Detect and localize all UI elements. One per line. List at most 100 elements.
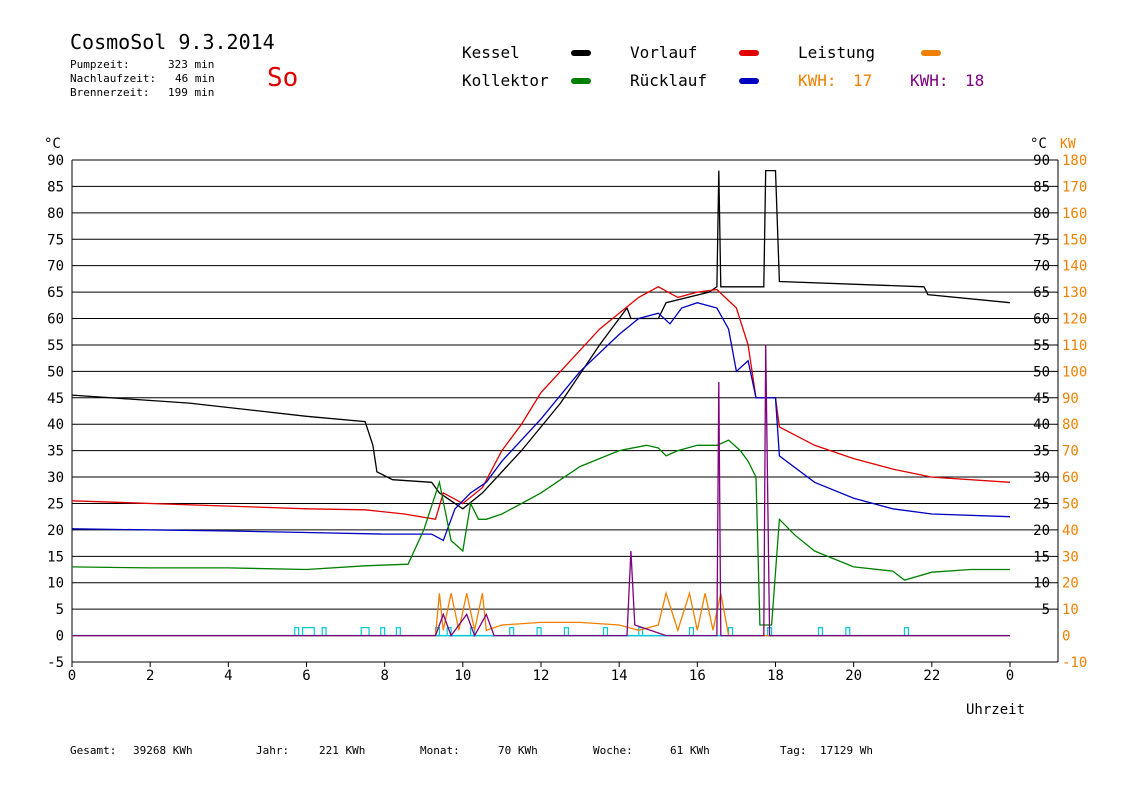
- pump-pulse: [729, 628, 733, 636]
- y2-tick-label: 170: [1062, 179, 1087, 195]
- pump-pulse: [322, 628, 326, 636]
- pump-pulse: [510, 628, 514, 636]
- y-tick-label-left: 60: [47, 312, 64, 328]
- y-tick-label-right: 70: [1033, 259, 1050, 275]
- pump-pulse: [604, 628, 608, 636]
- footer-tag-value: 17129 Wh: [820, 744, 873, 757]
- y2-tick-label: 50: [1062, 496, 1079, 512]
- y-tick-label-right: 30: [1033, 470, 1050, 486]
- pump-pulse: [537, 628, 541, 636]
- x-tick-label: 12: [533, 668, 550, 684]
- y-tick-label-left: 65: [47, 285, 64, 301]
- x-tick-label: 10: [454, 668, 471, 684]
- pump-pulse: [295, 628, 299, 636]
- series-line-purple: [72, 345, 1010, 636]
- y-tick-label-left: 40: [47, 417, 64, 433]
- y-tick-label-right: 20: [1033, 523, 1050, 539]
- pump-pulse: [690, 628, 694, 636]
- y-tick-label-left: 55: [47, 338, 64, 354]
- y-tick-label-left: 80: [47, 206, 64, 222]
- y2-tick-label: 60: [1062, 470, 1079, 486]
- y-tick-label-left: 85: [47, 179, 64, 195]
- y2-tick-label: 120: [1062, 312, 1087, 328]
- x-tick-label: 22: [923, 668, 940, 684]
- y2-tick-label: 10: [1062, 602, 1079, 618]
- y-tick-label-left: 50: [47, 364, 64, 380]
- footer-monat-value: 70 KWh: [498, 744, 538, 757]
- y-tick-label-right: 75: [1033, 232, 1050, 248]
- y-tick-label-left: 25: [47, 496, 64, 512]
- y2-tick-label: 140: [1062, 259, 1087, 275]
- y2-tick-label: 30: [1062, 549, 1079, 565]
- pump-pulse: [396, 628, 400, 636]
- y2-tick-label: 180: [1062, 153, 1087, 169]
- y-tick-label-right: 35: [1033, 444, 1050, 460]
- y-tick-label-left: 10: [47, 576, 64, 592]
- y-tick-label-right: 85: [1033, 179, 1050, 195]
- y-tick-label-right: 80: [1033, 206, 1050, 222]
- footer-jahr-value: 221 KWh: [319, 744, 365, 757]
- series-line-vorlauf: [72, 287, 1010, 520]
- footer-tag-label: Tag:: [780, 744, 807, 757]
- footer-monat-label: Monat:: [420, 744, 460, 757]
- y2-tick-label: 40: [1062, 523, 1079, 539]
- x-tick-label: 16: [689, 668, 706, 684]
- x-tick-label: 18: [767, 668, 784, 684]
- x-tick-label: 14: [611, 668, 628, 684]
- y-tick-label-right: 5: [1042, 602, 1050, 618]
- pump-pulse: [361, 628, 369, 636]
- y2-tick-label: 70: [1062, 444, 1079, 460]
- y-tick-label-left: 70: [47, 259, 64, 275]
- y2-tick-label: 0: [1062, 629, 1070, 645]
- y-tick-label-right: 55: [1033, 338, 1050, 354]
- footer-jahr-label: Jahr:: [256, 744, 289, 757]
- x-axis-label: Uhrzeit: [966, 702, 1025, 718]
- y-tick-label-left: 35: [47, 444, 64, 460]
- pump-pulse: [381, 628, 385, 636]
- pump-pulse: [904, 628, 908, 636]
- right-axis-power-unit: KW: [1060, 137, 1076, 152]
- y2-tick-label: 90: [1062, 391, 1079, 407]
- y-tick-label-left: -5: [47, 655, 64, 671]
- y-tick-label-left: 30: [47, 470, 64, 486]
- y-tick-label-right: 15: [1033, 549, 1050, 565]
- y-tick-label-right: 65: [1033, 285, 1050, 301]
- x-tick-label: 4: [224, 668, 232, 684]
- x-tick-label: 20: [845, 668, 862, 684]
- y2-tick-label: 160: [1062, 206, 1087, 222]
- series-line-rcklauf: [72, 303, 1010, 541]
- y2-tick-label: 20: [1062, 576, 1079, 592]
- footer-woche-label: Woche:: [593, 744, 633, 757]
- footer-woche-value: 61 KWh: [670, 744, 710, 757]
- pump-pulse: [303, 628, 315, 636]
- y-tick-label-left: 20: [47, 523, 64, 539]
- x-tick-label: 6: [302, 668, 310, 684]
- x-tick-label: 0: [1006, 668, 1014, 684]
- pump-pulse: [846, 628, 850, 636]
- footer-gesamt-value: 39268 KWh: [133, 744, 193, 757]
- y-tick-label-left: 5: [56, 602, 64, 618]
- y2-tick-label: 150: [1062, 232, 1087, 248]
- y-tick-label-left: 90: [47, 153, 64, 169]
- y-tick-label-right: 90: [1033, 153, 1050, 169]
- y-tick-label-right: 60: [1033, 312, 1050, 328]
- y2-tick-label: 100: [1062, 364, 1087, 380]
- y-tick-label-right: 40: [1033, 417, 1050, 433]
- y-tick-label-right: 45: [1033, 391, 1050, 407]
- y-tick-label-left: 0: [56, 629, 64, 645]
- pump-pulse: [564, 628, 568, 636]
- y-tick-label-right: 10: [1033, 576, 1050, 592]
- y-tick-label-left: 75: [47, 232, 64, 248]
- pump-pulse: [818, 628, 822, 636]
- y-tick-label-right: 50: [1033, 364, 1050, 380]
- footer-gesamt-label: Gesamt:: [70, 744, 116, 757]
- series-line-kollektor: [72, 440, 1010, 625]
- y2-tick-label: 130: [1062, 285, 1087, 301]
- y-tick-label-right: 25: [1033, 496, 1050, 512]
- y-tick-label-left: 45: [47, 391, 64, 407]
- y2-tick-label: 110: [1062, 338, 1087, 354]
- x-tick-label: 0: [68, 668, 76, 684]
- y2-tick-label: 80: [1062, 417, 1079, 433]
- right-axis-temp-unit: °C: [1030, 136, 1047, 152]
